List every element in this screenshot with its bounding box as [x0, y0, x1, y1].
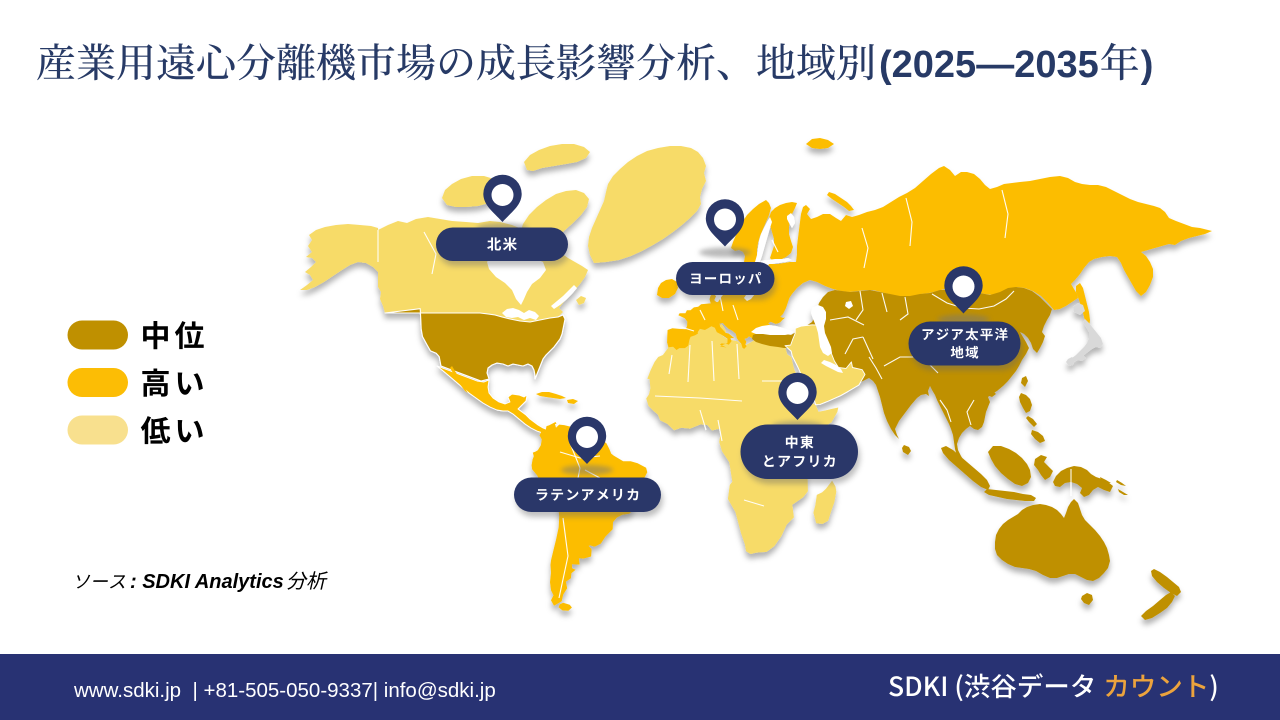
svg-text:www.sdki.jp | +81-505-050-933: www.sdki.jp | +81-505-050-9337| info@sdk… — [73, 679, 496, 702]
svg-text:: SDKI Analytics: : SDKI Analytics — [130, 571, 284, 593]
svg-text:(2025—2035: (2025—2035 — [879, 44, 1099, 86]
svg-text:): ) — [1141, 44, 1154, 86]
